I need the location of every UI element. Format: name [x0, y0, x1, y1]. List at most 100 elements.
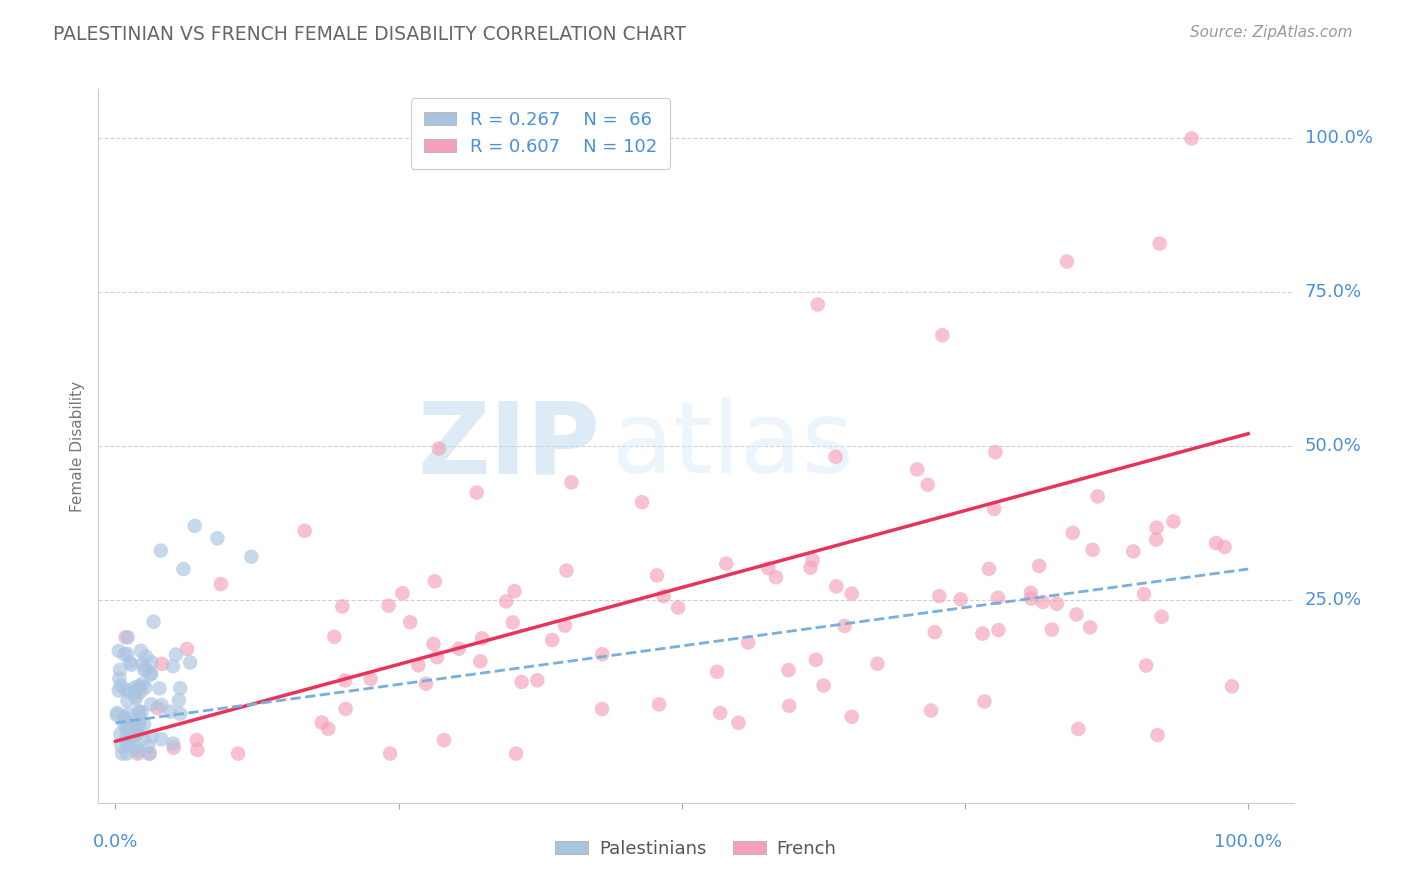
Point — [426, 650, 449, 665]
Point — [117, 722, 139, 736]
Point — [162, 737, 184, 751]
Point — [311, 715, 333, 730]
Point — [316, 722, 339, 736]
Point — [1163, 515, 1185, 529]
Point — [131, 706, 153, 720]
Point — [115, 730, 138, 744]
Point — [134, 680, 156, 694]
Point — [141, 729, 163, 743]
Point — [125, 740, 148, 755]
Point — [1144, 533, 1167, 547]
Point — [470, 654, 492, 668]
Point — [117, 694, 139, 708]
Point — [127, 727, 149, 741]
Point — [427, 442, 450, 456]
Point — [1180, 131, 1202, 145]
Point — [128, 704, 150, 718]
Point — [554, 618, 576, 632]
Point — [141, 655, 163, 669]
Text: 100.0%: 100.0% — [1305, 129, 1372, 147]
Point — [172, 562, 194, 576]
Point — [591, 647, 613, 661]
Point — [1135, 658, 1157, 673]
Point — [117, 739, 139, 753]
Point — [135, 663, 157, 677]
Point — [115, 747, 138, 761]
Point — [1220, 679, 1243, 693]
Point — [841, 709, 863, 723]
Point — [1032, 595, 1054, 609]
Point — [176, 642, 198, 657]
Point — [107, 683, 129, 698]
Point — [127, 747, 149, 761]
Point — [110, 679, 132, 693]
Point — [825, 579, 848, 593]
Point — [423, 574, 446, 589]
Point — [391, 586, 413, 600]
Point — [128, 681, 150, 696]
Point — [973, 694, 995, 708]
Point — [399, 615, 422, 629]
Point — [949, 592, 972, 607]
Point — [226, 747, 249, 761]
Point — [114, 710, 136, 724]
Point — [813, 679, 835, 693]
Point — [131, 676, 153, 690]
Point — [114, 682, 136, 697]
Text: 0.0%: 0.0% — [93, 833, 138, 851]
Point — [360, 672, 382, 686]
Point — [150, 698, 173, 712]
Point — [758, 561, 780, 575]
Point — [138, 747, 160, 761]
Point — [117, 684, 139, 698]
Point — [117, 631, 139, 645]
Point — [801, 553, 824, 567]
Point — [124, 727, 146, 741]
Text: 75.0%: 75.0% — [1305, 283, 1362, 301]
Point — [560, 475, 582, 490]
Point — [447, 641, 470, 656]
Point — [115, 715, 138, 730]
Point — [125, 720, 148, 734]
Point — [987, 591, 1010, 605]
Point — [183, 519, 205, 533]
Point — [117, 707, 139, 722]
Point — [135, 649, 157, 664]
Point — [335, 702, 357, 716]
Point — [108, 663, 131, 677]
Point — [121, 716, 143, 731]
Text: Source: ZipAtlas.com: Source: ZipAtlas.com — [1189, 25, 1353, 40]
Point — [920, 704, 942, 718]
Point — [905, 462, 928, 476]
Point — [323, 630, 346, 644]
Point — [866, 657, 889, 671]
Point — [799, 560, 821, 574]
Point — [165, 648, 187, 662]
Point — [465, 485, 488, 500]
Point — [142, 615, 165, 629]
Point — [118, 718, 141, 732]
Point — [124, 686, 146, 700]
Point — [111, 747, 134, 761]
Point — [422, 637, 444, 651]
Point — [132, 717, 155, 731]
Point — [1133, 587, 1156, 601]
Point — [510, 675, 533, 690]
Point — [107, 706, 129, 720]
Point — [129, 684, 152, 698]
Y-axis label: Female Disability: Female Disability — [70, 380, 86, 512]
Point — [834, 619, 856, 633]
Point — [138, 739, 160, 753]
Legend: Palestinians, French: Palestinians, French — [548, 833, 844, 865]
Point — [377, 599, 399, 613]
Point — [1146, 521, 1168, 535]
Point — [150, 732, 173, 747]
Point — [1213, 540, 1236, 554]
Point — [186, 733, 208, 747]
Point — [931, 328, 953, 343]
Point — [112, 648, 135, 662]
Point — [1019, 586, 1042, 600]
Point — [1150, 609, 1173, 624]
Point — [125, 691, 148, 706]
Point — [148, 681, 170, 696]
